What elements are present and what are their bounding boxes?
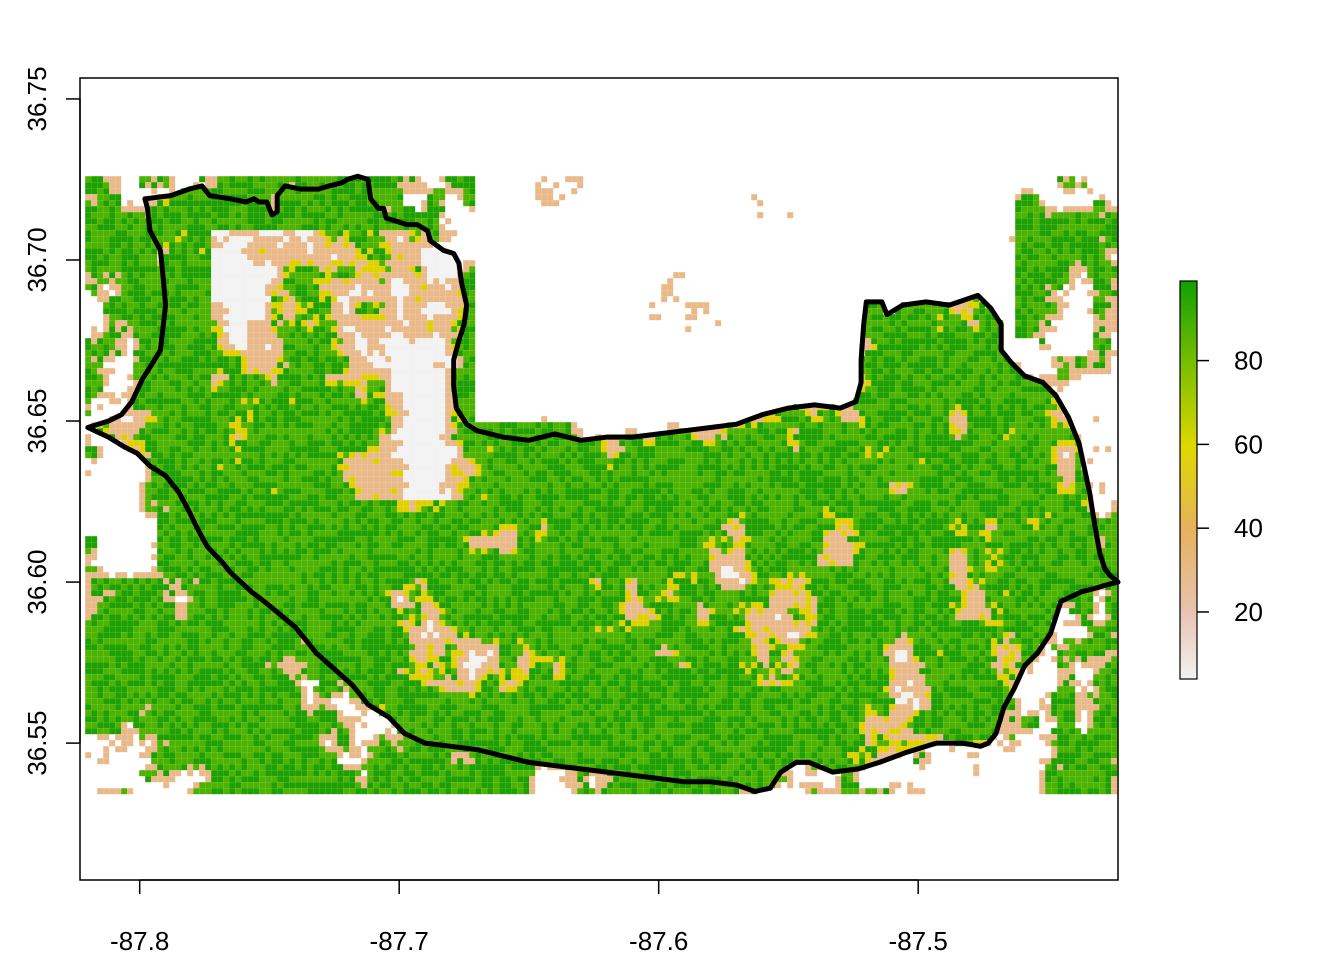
legend-tick-label: 40 (1234, 513, 1263, 543)
legend-color-bar (1179, 280, 1198, 680)
land-cover-raster (85, 176, 1118, 795)
legend-tick-label: 60 (1234, 429, 1263, 459)
y-tick-label: 36.75 (22, 66, 52, 131)
x-tick-label: -87.6 (629, 926, 688, 956)
legend-tick-label: 80 (1234, 346, 1263, 376)
x-tick-label: -87.5 (889, 926, 948, 956)
x-axis: -87.8 -87.7 -87.6 -87.5 (110, 879, 948, 956)
x-tick-label: -87.7 (370, 926, 429, 956)
legend-ticks: 20 40 60 80 (1197, 346, 1263, 627)
x-tick-label: -87.8 (110, 926, 169, 956)
y-tick-label: 36.65 (22, 388, 52, 453)
y-tick-label: 36.55 (22, 711, 52, 776)
y-axis: 36.55 36.60 36.65 36.70 36.75 (22, 66, 81, 776)
legend-tick-label: 20 (1234, 597, 1263, 627)
y-tick-label: 36.70 (22, 227, 52, 292)
y-tick-label: 36.60 (22, 550, 52, 615)
study-area-boundary (85, 173, 1121, 794)
color-legend: 20 40 60 80 (1179, 280, 1263, 680)
